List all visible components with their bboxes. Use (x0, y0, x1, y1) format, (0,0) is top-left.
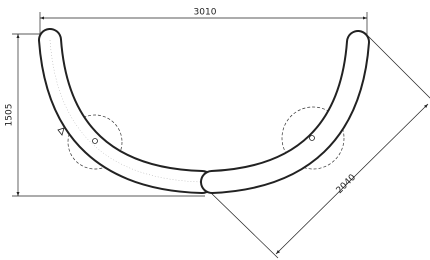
height-label: 1505 (5, 104, 15, 127)
page: {"dimensions": {"width": "3010", "height… (0, 0, 430, 260)
pivots (93, 136, 315, 144)
width-dimension: 3010 (40, 8, 367, 39)
segments (50, 40, 358, 182)
drawing: 3010 1505 2040 (0, 0, 430, 260)
width-label: 3010 (194, 8, 217, 18)
